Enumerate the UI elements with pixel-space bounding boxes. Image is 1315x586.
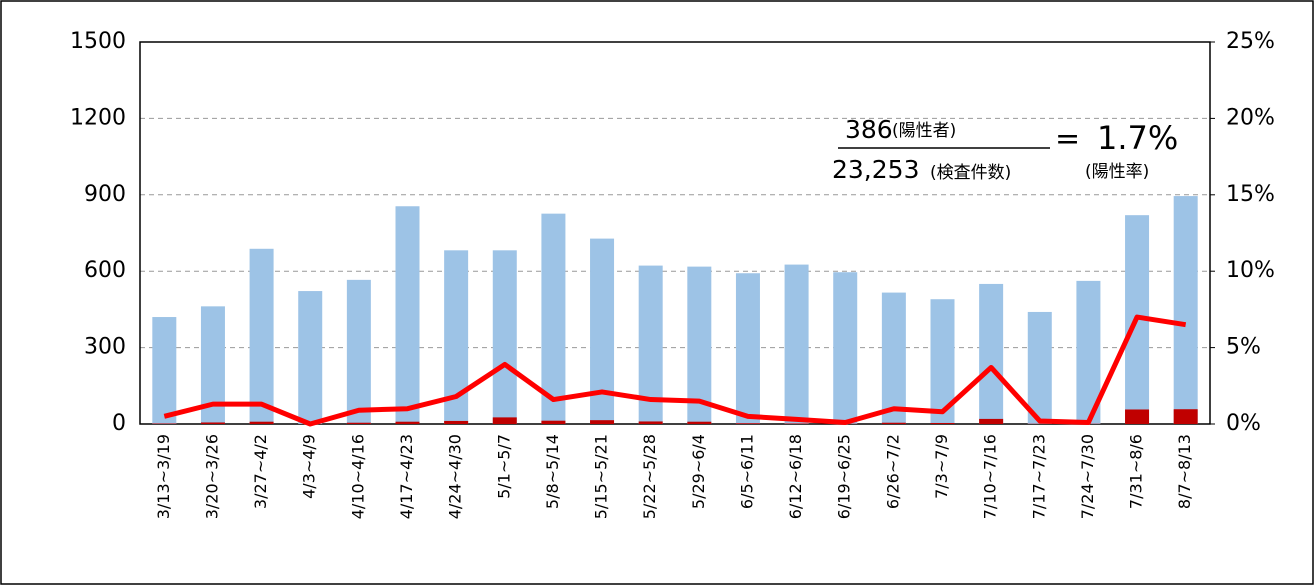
x-tick-label: 7/24~7/30: [1078, 434, 1097, 519]
y-tick-label: 600: [84, 258, 126, 283]
x-tick-label: 7/17~7/23: [1029, 434, 1048, 519]
bar: [492, 417, 517, 424]
bar: [735, 273, 760, 424]
bar: [395, 421, 420, 424]
y2-tick-label: 10%: [1226, 258, 1275, 283]
x-tick-label: 8/7~8/13: [1175, 434, 1194, 509]
bar: [735, 423, 760, 424]
bar: [541, 420, 566, 424]
x-tick-label: 5/22~5/28: [640, 434, 659, 519]
bar: [1125, 409, 1150, 424]
bar: [346, 422, 371, 424]
annotation-positives: 386: [845, 115, 893, 144]
x-tick-label: 7/10~7/16: [981, 434, 1000, 519]
annotation-tests: 23,253: [832, 155, 919, 184]
bar: [979, 283, 1004, 424]
y-tick-label: 900: [84, 182, 126, 207]
x-tick-label: 4/17~4/23: [397, 434, 416, 519]
y2-tick-label: 20%: [1226, 105, 1275, 130]
line: [163, 314, 1187, 427]
x-tick-label: 3/13~3/19: [154, 434, 173, 519]
y2-tick-label: 25%: [1226, 29, 1275, 54]
bar: [833, 272, 858, 424]
bar: [881, 422, 906, 424]
x-tick-label: 6/19~6/25: [835, 434, 854, 519]
bar: [249, 248, 274, 424]
x-tick-label: 6/12~6/18: [786, 434, 805, 519]
x-tick-label: 4/24~4/30: [446, 434, 465, 519]
plot-area: [139, 41, 1211, 425]
bar: [1027, 311, 1052, 424]
annotation-tests-label: (検査件数): [930, 163, 1011, 183]
x-tick-label: 6/5~6/11: [737, 434, 756, 509]
x-tick-label: 7/3~7/9: [932, 434, 951, 499]
bar: [492, 250, 517, 424]
annotation-rate: 1.7%: [1097, 119, 1178, 157]
annotation-equals: =: [1055, 122, 1080, 157]
bar: [881, 292, 906, 424]
bar: [930, 422, 955, 424]
x-tick-label: 4/3~4/9: [300, 434, 319, 499]
bar: [979, 418, 1004, 424]
y2-tick-label: 15%: [1226, 182, 1275, 207]
bar: [687, 266, 712, 424]
bar: [784, 264, 809, 424]
annotation-rate-label: (陽性率): [1085, 162, 1149, 182]
bar: [152, 423, 177, 424]
y-tick-label: 1500: [70, 29, 126, 54]
bar: [784, 423, 809, 424]
x-tick-label: 5/15~5/21: [592, 434, 611, 519]
bar: [590, 420, 615, 424]
x-tick-label: 5/8~5/14: [543, 434, 562, 509]
x-tick-label: 3/27~4/2: [251, 434, 270, 509]
bar: [590, 238, 615, 424]
x-tick-label: 5/29~6/4: [689, 434, 708, 509]
y2-tick-label: 0%: [1226, 411, 1261, 436]
bar: [395, 206, 420, 424]
bar: [687, 421, 712, 424]
y-tick-label: 300: [84, 335, 126, 360]
x-tick-label: 6/26~7/2: [883, 434, 902, 509]
bar: [249, 421, 274, 424]
bar: [638, 421, 663, 424]
bar: [200, 422, 225, 424]
annotation-positives-label: (陽性者): [892, 121, 956, 141]
y-tick-label: 0: [112, 411, 126, 436]
bar: [152, 317, 177, 424]
x-tick-label: 7/31~8/6: [1127, 434, 1146, 509]
bar: [444, 420, 469, 424]
bar: [346, 279, 371, 424]
bar: [541, 213, 566, 424]
y-tick-label: 1200: [70, 105, 126, 130]
bar: [298, 291, 323, 424]
y2-tick-label: 5%: [1226, 335, 1261, 360]
bar: [1173, 196, 1198, 424]
bar: [1173, 409, 1198, 424]
x-tick-label: 4/10~4/16: [348, 434, 367, 519]
x-tick-label: 3/20~3/26: [202, 434, 221, 519]
x-tick-label: 5/1~5/7: [494, 434, 513, 499]
